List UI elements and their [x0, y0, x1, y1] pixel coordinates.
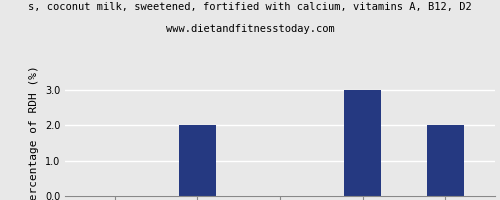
Text: s, coconut milk, sweetened, fortified with calcium, vitamins A, B12, D2: s, coconut milk, sweetened, fortified wi…: [28, 2, 472, 12]
Text: www.dietandfitnesstoday.com: www.dietandfitnesstoday.com: [166, 24, 334, 34]
Y-axis label: Percentage of RDH (%): Percentage of RDH (%): [29, 65, 39, 200]
Bar: [344, 90, 382, 196]
Bar: [178, 125, 216, 196]
Bar: [427, 125, 464, 196]
